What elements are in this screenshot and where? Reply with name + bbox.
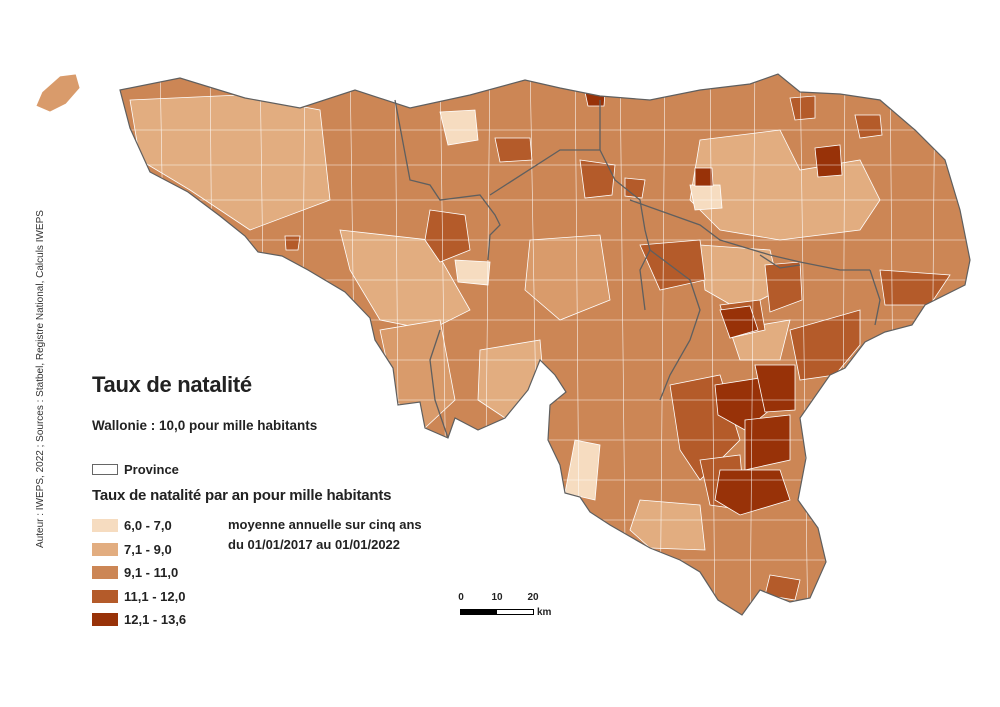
legend-label: 11,1 - 12,0 [124,588,186,604]
province-boundaries [394,99,881,439]
legend-title: Taux de natalité par an pour mille habit… [92,487,392,504]
province-legend: Province [92,462,179,477]
legend-label: 12,1 - 13,6 [124,612,187,628]
province-legend-label: Province [124,462,179,477]
period-note-line1: moyenne annuelle sur cinq ans [228,517,422,532]
scale-bar: 0 10 20 km [458,592,578,622]
wallonia-outline [119,73,971,616]
legend-item: 6,0 - 7,0 [92,514,186,538]
legend-swatch [92,589,118,603]
map-title: Taux de natalité [92,372,252,397]
legend-label: 6,0 - 7,0 [124,518,172,534]
credits: Auteur : IWEPS, 2022 ; Sources : Statbel… [35,210,46,548]
legend-item: 11,1 - 12,0 [92,585,186,609]
legend-swatch [92,542,118,556]
map-subtitle: Wallonie : 10,0 pour mille habitants [92,418,318,433]
scale-segment-white [496,609,534,615]
legend-item: 12,1 - 13,6 [92,608,186,632]
scale-tick-label: 0 [458,592,464,603]
legend-item: 9,1 - 11,0 [92,561,186,585]
legend-label: 9,1 - 11,0 [124,565,179,581]
legend-list: 6,0 - 7,0 7,1 - 9,0 9,1 - 11,0 11,1 - 12… [92,514,186,632]
legend-swatch [92,566,118,580]
period-note-line2: du 01/01/2017 au 01/01/2022 [228,537,401,552]
scale-unit: km [537,607,552,618]
legend-swatch [92,519,118,533]
legend-label: 7,1 - 9,0 [124,541,172,557]
scale-tick-label: 10 [491,592,503,603]
province-swatch [92,464,118,475]
legend-item: 7,1 - 9,0 [92,538,186,562]
period-note: moyenne annuelle sur cinq ans du 01/01/2… [228,515,422,555]
scale-tick-label: 20 [527,592,539,603]
scale-segment-black [460,609,498,615]
enclave-commune [35,73,81,113]
legend-swatch [92,613,118,627]
